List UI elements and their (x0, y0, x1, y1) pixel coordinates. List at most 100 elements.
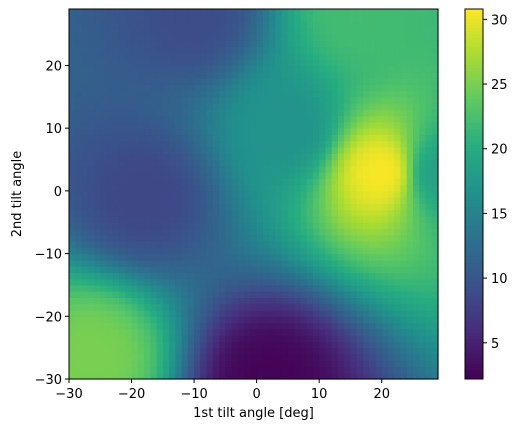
heatmap-cell (106, 222, 114, 230)
heatmap-cell (131, 259, 139, 267)
heatmap-cell (325, 109, 333, 117)
heatmap-cell (250, 90, 258, 98)
heatmap-cell (75, 347, 83, 355)
heatmap-cell (131, 278, 139, 286)
heatmap-cell (144, 46, 151, 54)
heatmap-cell (75, 322, 83, 330)
heatmap-cell (87, 77, 95, 85)
heatmap-cell (269, 146, 276, 154)
heatmap-cell (281, 59, 289, 67)
heatmap-cell (337, 159, 345, 167)
heatmap-cell (425, 121, 433, 129)
heatmap-cell (269, 84, 276, 92)
heatmap-cell (244, 341, 251, 349)
heatmap-cell (187, 335, 195, 342)
heatmap-cell (87, 40, 95, 48)
heatmap-cell (400, 128, 408, 136)
heatmap-cell (106, 209, 114, 217)
heatmap-cell (294, 316, 301, 324)
heatmap-cell (106, 284, 114, 292)
heatmap-cell (312, 203, 320, 211)
heatmap-cell (319, 291, 327, 299)
heatmap-cell (119, 34, 126, 41)
heatmap-cell (94, 115, 101, 123)
heatmap-cell (300, 234, 308, 242)
heatmap-cell (362, 215, 370, 223)
heatmap-cell (87, 15, 95, 23)
heatmap-cell (306, 178, 314, 186)
heatmap-cell (106, 90, 114, 98)
heatmap-cell (219, 241, 226, 248)
heatmap-cell (125, 40, 133, 48)
heatmap-cell (400, 372, 408, 380)
heatmap-cell (75, 366, 83, 374)
colorbar-strip (465, 369, 483, 374)
heatmap-cell (125, 197, 133, 205)
heatmap-cell (319, 165, 327, 173)
heatmap-cell (306, 165, 314, 173)
heatmap-cell (181, 341, 189, 349)
heatmap-cell (181, 146, 189, 154)
heatmap-cell (312, 316, 320, 324)
heatmap-cell (187, 9, 195, 16)
heatmap-cell (156, 297, 164, 305)
heatmap-cell (269, 203, 276, 211)
heatmap-cell (231, 222, 239, 230)
heatmap-cell (212, 335, 220, 342)
heatmap-cell (244, 71, 251, 79)
heatmap-cell (125, 241, 133, 248)
heatmap-cell (387, 159, 395, 167)
heatmap-cell (219, 9, 226, 16)
heatmap-cell (81, 21, 89, 29)
heatmap-cell (400, 59, 408, 67)
heatmap-cell (387, 259, 395, 267)
heatmap-cell (100, 178, 108, 186)
heatmap-cell (300, 372, 308, 380)
heatmap-cell (362, 303, 370, 311)
heatmap-cell (219, 153, 226, 161)
heatmap-cell (337, 46, 345, 54)
heatmap-cell (131, 310, 139, 317)
heatmap-cell (200, 27, 208, 35)
heatmap-cell (119, 153, 126, 161)
colorbar-strip (465, 366, 483, 371)
heatmap-cell (212, 272, 220, 280)
heatmap-cell (262, 372, 270, 380)
heatmap-cell (269, 328, 276, 336)
heatmap-cell (281, 360, 289, 368)
heatmap-cell (131, 121, 139, 129)
heatmap-cell (162, 222, 170, 230)
heatmap-cell (75, 278, 83, 286)
heatmap-cell (381, 40, 389, 48)
heatmap-cell (181, 303, 189, 311)
heatmap-cell (94, 178, 101, 186)
colorbar-frame (464, 8, 484, 380)
heatmap-cell (200, 121, 208, 129)
heatmap-cell (337, 190, 345, 198)
colorbar-strip (465, 298, 483, 303)
heatmap-cell (81, 77, 89, 85)
heatmap-cell (137, 347, 145, 355)
heatmap-cell (187, 84, 195, 92)
heatmap-cell (350, 103, 358, 110)
heatmap-cell (306, 146, 314, 154)
heatmap-cell (250, 71, 258, 79)
heatmap-cell (219, 190, 226, 198)
heatmap-cell (150, 84, 158, 92)
heatmap-cell (81, 303, 89, 311)
heatmap-cell (119, 347, 126, 355)
heatmap-cell (337, 360, 345, 368)
heatmap-cell (269, 184, 276, 192)
heatmap-cell (181, 278, 189, 286)
heatmap-cell (112, 272, 120, 280)
heatmap-cell (269, 284, 276, 292)
heatmap-cell (244, 353, 251, 361)
heatmap-cell (137, 103, 145, 110)
heatmap-cell (150, 15, 158, 23)
heatmap-cell (181, 178, 189, 186)
heatmap-cell (337, 128, 345, 136)
heatmap-cell (306, 109, 314, 117)
heatmap-cell (281, 316, 289, 324)
heatmap-cell (344, 297, 352, 305)
heatmap-cell (350, 322, 358, 330)
